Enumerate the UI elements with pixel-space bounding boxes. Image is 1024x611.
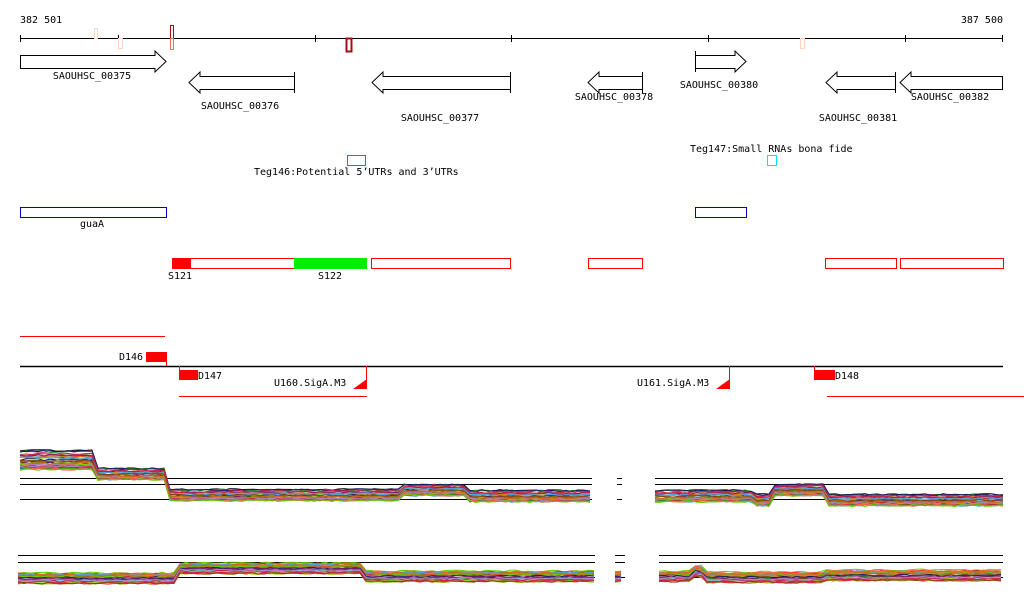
expression-line: [658, 572, 1002, 581]
segment-s121-fill: [172, 258, 191, 269]
ruler-marker[interactable]: [345, 37, 353, 53]
expression-line: [654, 493, 1004, 507]
expression-line: [19, 449, 591, 493]
expression-line: [658, 571, 1002, 580]
gene-label[interactable]: SAOUHSC_00375: [53, 71, 131, 82]
u160-promoter[interactable]: [353, 379, 367, 389]
expression-line: [19, 452, 591, 494]
gene-label[interactable]: SAOUHSC_00377: [401, 113, 479, 124]
gene-arrow-00377[interactable]: [371, 70, 511, 95]
expression-line: [614, 581, 622, 583]
segment-s122[interactable]: [294, 258, 367, 269]
expression-line: [654, 487, 1004, 501]
expression-line: [654, 484, 1004, 498]
ruler-marker[interactable]: [170, 38, 174, 50]
segment[interactable]: [825, 258, 897, 269]
expression-line: [19, 468, 591, 504]
expression-line: [19, 455, 591, 496]
operon-box[interactable]: [695, 207, 747, 218]
expression-line: [19, 456, 591, 497]
ruler-marker[interactable]: [118, 38, 123, 49]
u160-label: U160.SigA.M3: [274, 378, 346, 389]
expression-line: [614, 571, 622, 574]
gene-label[interactable]: SAOUHSC_00378: [575, 92, 653, 103]
expression-line: [658, 575, 1002, 584]
expression-line: [655, 494, 1004, 508]
expression-line: [19, 458, 591, 498]
expression-line: [19, 450, 591, 493]
d146-box[interactable]: [146, 352, 166, 362]
ruler-end-label: 387 500: [961, 15, 1003, 26]
ruler-start-label: 382 501: [20, 15, 62, 26]
gene-arrow-00382[interactable]: [899, 70, 1003, 95]
expression-line: [17, 568, 595, 582]
segment-label-s122: S122: [318, 271, 342, 282]
expression-line: [19, 464, 591, 502]
d146-label: D146: [119, 352, 143, 363]
d148-label: D148: [835, 371, 859, 382]
ruler-axis: [20, 35, 1003, 42]
u161-promoter[interactable]: [716, 379, 730, 389]
ruler-markers: [94, 25, 805, 53]
teg147-label: Teg147:Small RNAs bona fide: [690, 144, 853, 155]
u161-label: U161.SigA.M3: [637, 378, 709, 389]
d147-box[interactable]: [179, 370, 198, 380]
d148-box[interactable]: [814, 370, 835, 380]
expression-line: [17, 563, 595, 577]
d147-label: D147: [198, 371, 222, 382]
gene-label[interactable]: SAOUHSC_00381: [819, 113, 897, 124]
gene-arrow-00378[interactable]: [587, 70, 643, 95]
expression-line: [654, 483, 1004, 497]
expression-line: [19, 467, 591, 503]
expression-line: [658, 564, 1002, 574]
expression-line: [17, 564, 595, 578]
gene-arrow-00375[interactable]: [20, 49, 167, 74]
gene-arrow-00380[interactable]: [695, 49, 747, 74]
expression-line: [19, 461, 591, 500]
expression-line: [654, 484, 1004, 497]
expression-panel-1: [19, 449, 1004, 508]
teg146-label: Teg146:Potential 5’UTRs and 3’UTRs: [254, 167, 459, 178]
gene-arrow-00376[interactable]: [188, 70, 295, 95]
operon-label: guaA: [80, 219, 104, 230]
ruler-marker[interactable]: [94, 28, 98, 39]
gene-label[interactable]: SAOUHSC_00376: [201, 101, 279, 112]
teg147-box[interactable]: [767, 155, 777, 166]
expression-line: [654, 488, 1004, 502]
ruler-marker[interactable]: [170, 25, 174, 39]
segment[interactable]: [588, 258, 643, 269]
expression-panel-2: [17, 555, 1003, 585]
expression-line: [17, 567, 595, 581]
gene-label[interactable]: SAOUHSC_00380: [680, 80, 758, 91]
expression-line: [658, 567, 1002, 576]
segment[interactable]: [900, 258, 1004, 269]
expression-line: [19, 463, 591, 501]
expression-line: [17, 569, 595, 583]
ruler-marker[interactable]: [800, 38, 805, 49]
gene-label[interactable]: SAOUHSC_00382: [911, 92, 989, 103]
operon-guaA[interactable]: [20, 207, 167, 218]
segment[interactable]: [371, 258, 511, 269]
expression-line: [654, 490, 1004, 504]
teg146-box[interactable]: [347, 155, 366, 166]
expression-line: [17, 572, 595, 585]
gene-arrow-00381[interactable]: [825, 70, 896, 95]
expression-line: [614, 580, 622, 582]
segment-label-s121: S121: [168, 271, 192, 282]
